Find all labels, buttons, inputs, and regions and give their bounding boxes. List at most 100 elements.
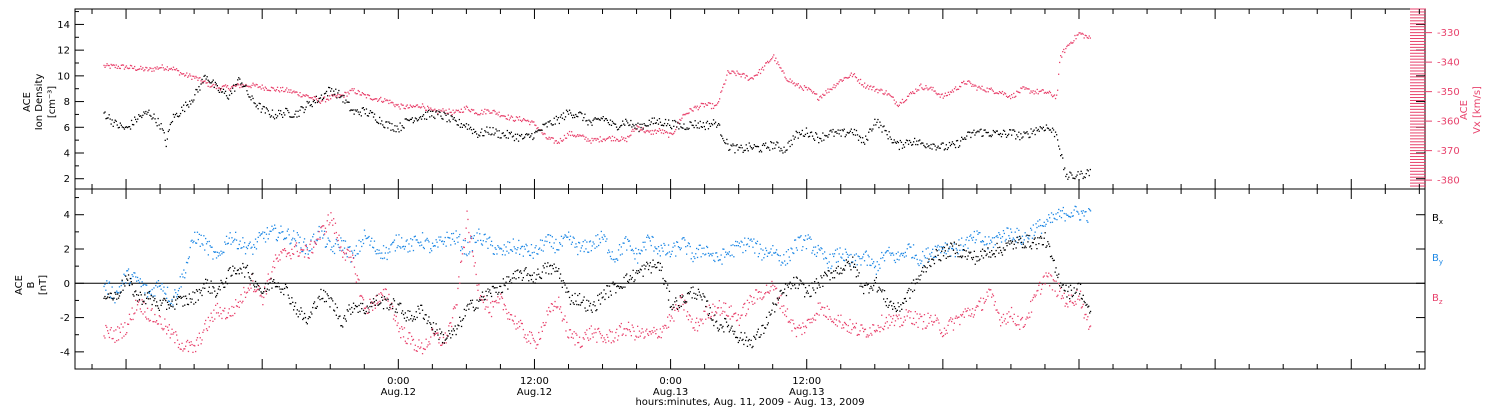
data-point-bz: [996, 309, 998, 311]
data-point-ion-density: [835, 131, 837, 133]
data-point-bz: [895, 314, 897, 316]
data-point-by: [1085, 211, 1087, 213]
data-point-bz: [395, 315, 397, 318]
data-point-ion-density: [726, 138, 728, 141]
data-point-vx: [303, 94, 305, 97]
data-point-vx: [284, 90, 286, 93]
data-point-bx: [623, 276, 625, 279]
data-point-vx: [864, 82, 866, 84]
data-point-ion-density: [1086, 169, 1088, 171]
data-point-ion-density: [696, 127, 698, 129]
data-point-vx: [1047, 92, 1050, 94]
data-point-by: [363, 229, 366, 231]
data-point-ion-density: [161, 128, 163, 130]
data-point-bz: [899, 326, 901, 328]
data-point-bz: [869, 327, 871, 329]
data-point-by: [185, 272, 187, 274]
data-point-ion-density: [405, 118, 407, 120]
data-point-ion-density: [822, 132, 824, 134]
data-point-bz: [1048, 272, 1050, 274]
data-point-vx: [151, 70, 153, 72]
data-point-bx: [112, 299, 114, 301]
data-point-ion-density: [887, 138, 889, 140]
data-point-vx: [404, 108, 406, 110]
data-point-ion-density: [586, 119, 588, 122]
data-point-bz: [294, 244, 297, 246]
data-point-ion-density: [133, 124, 135, 126]
data-point-vx: [1014, 96, 1016, 98]
data-point-by: [745, 244, 748, 246]
data-point-bz: [750, 296, 752, 298]
data-point-bz: [297, 255, 299, 257]
data-point-by: [399, 246, 401, 248]
data-point-vx: [583, 135, 585, 138]
data-point-by: [438, 236, 440, 238]
data-point-bz: [885, 316, 887, 319]
data-point-vx: [153, 70, 155, 72]
data-point-bx: [172, 306, 174, 308]
data-point-by: [592, 241, 594, 243]
data-point-bx: [737, 341, 739, 344]
data-point-bx: [608, 285, 611, 287]
data-point-vx: [657, 130, 660, 132]
data-point-bz: [700, 320, 702, 322]
data-point-vx: [901, 98, 904, 101]
top-right-tick-label: -360: [1437, 117, 1460, 128]
data-point-bz: [381, 293, 383, 295]
data-point-bx: [608, 296, 610, 298]
data-point-bx: [700, 296, 702, 298]
data-point-by: [1042, 225, 1044, 227]
data-point-ion-density: [793, 138, 795, 140]
data-point-bz: [904, 319, 906, 321]
data-point-bx: [126, 278, 128, 280]
data-point-bx: [272, 280, 274, 283]
data-point-bx: [451, 330, 453, 332]
data-point-ion-density: [1015, 138, 1017, 140]
data-point-bx: [695, 293, 697, 295]
data-point-by: [352, 252, 354, 254]
data-point-by: [333, 252, 336, 255]
data-point-bz: [840, 314, 842, 316]
data-point-by: [617, 249, 620, 251]
data-point-by: [515, 252, 517, 254]
data-point-bx: [745, 339, 747, 342]
data-point-ion-density: [805, 127, 808, 129]
data-point-vx: [816, 93, 818, 95]
data-point-vx: [466, 106, 469, 108]
data-point-by: [692, 260, 694, 263]
data-point-by: [843, 260, 846, 262]
data-point-vx: [266, 89, 268, 91]
data-point-vx: [481, 109, 483, 111]
data-point-vx: [668, 136, 670, 138]
data-point-bz: [293, 246, 296, 248]
data-point-by: [502, 250, 504, 252]
data-point-bz: [583, 338, 585, 340]
data-point-bx: [717, 330, 720, 332]
data-point-by: [1086, 220, 1088, 222]
data-point-ion-density: [937, 145, 939, 147]
data-point-ion-density: [682, 127, 684, 129]
data-point-vx: [306, 94, 308, 97]
data-point-bz: [875, 329, 877, 331]
data-point-vx: [885, 90, 887, 92]
data-point-bx: [286, 287, 288, 289]
data-point-ion-density: [923, 144, 925, 147]
data-point-vx: [756, 74, 759, 76]
data-point-ion-density: [834, 131, 836, 133]
data-point-bz: [871, 334, 873, 336]
data-point-bz: [914, 311, 916, 313]
data-point-vx: [552, 137, 554, 139]
data-point-bz: [879, 331, 881, 333]
data-point-ion-density: [370, 111, 373, 114]
data-point-ion-density: [187, 104, 189, 106]
data-point-bz: [721, 312, 723, 315]
data-point-by: [471, 250, 474, 252]
data-point-by: [196, 231, 199, 233]
data-point-ion-density: [823, 139, 825, 141]
data-point-by: [377, 252, 379, 255]
data-point-by: [1002, 230, 1005, 232]
data-point-ion-density: [845, 134, 847, 136]
data-point-vx: [560, 140, 563, 142]
data-point-by: [892, 254, 895, 256]
data-point-vx: [1089, 37, 1091, 39]
